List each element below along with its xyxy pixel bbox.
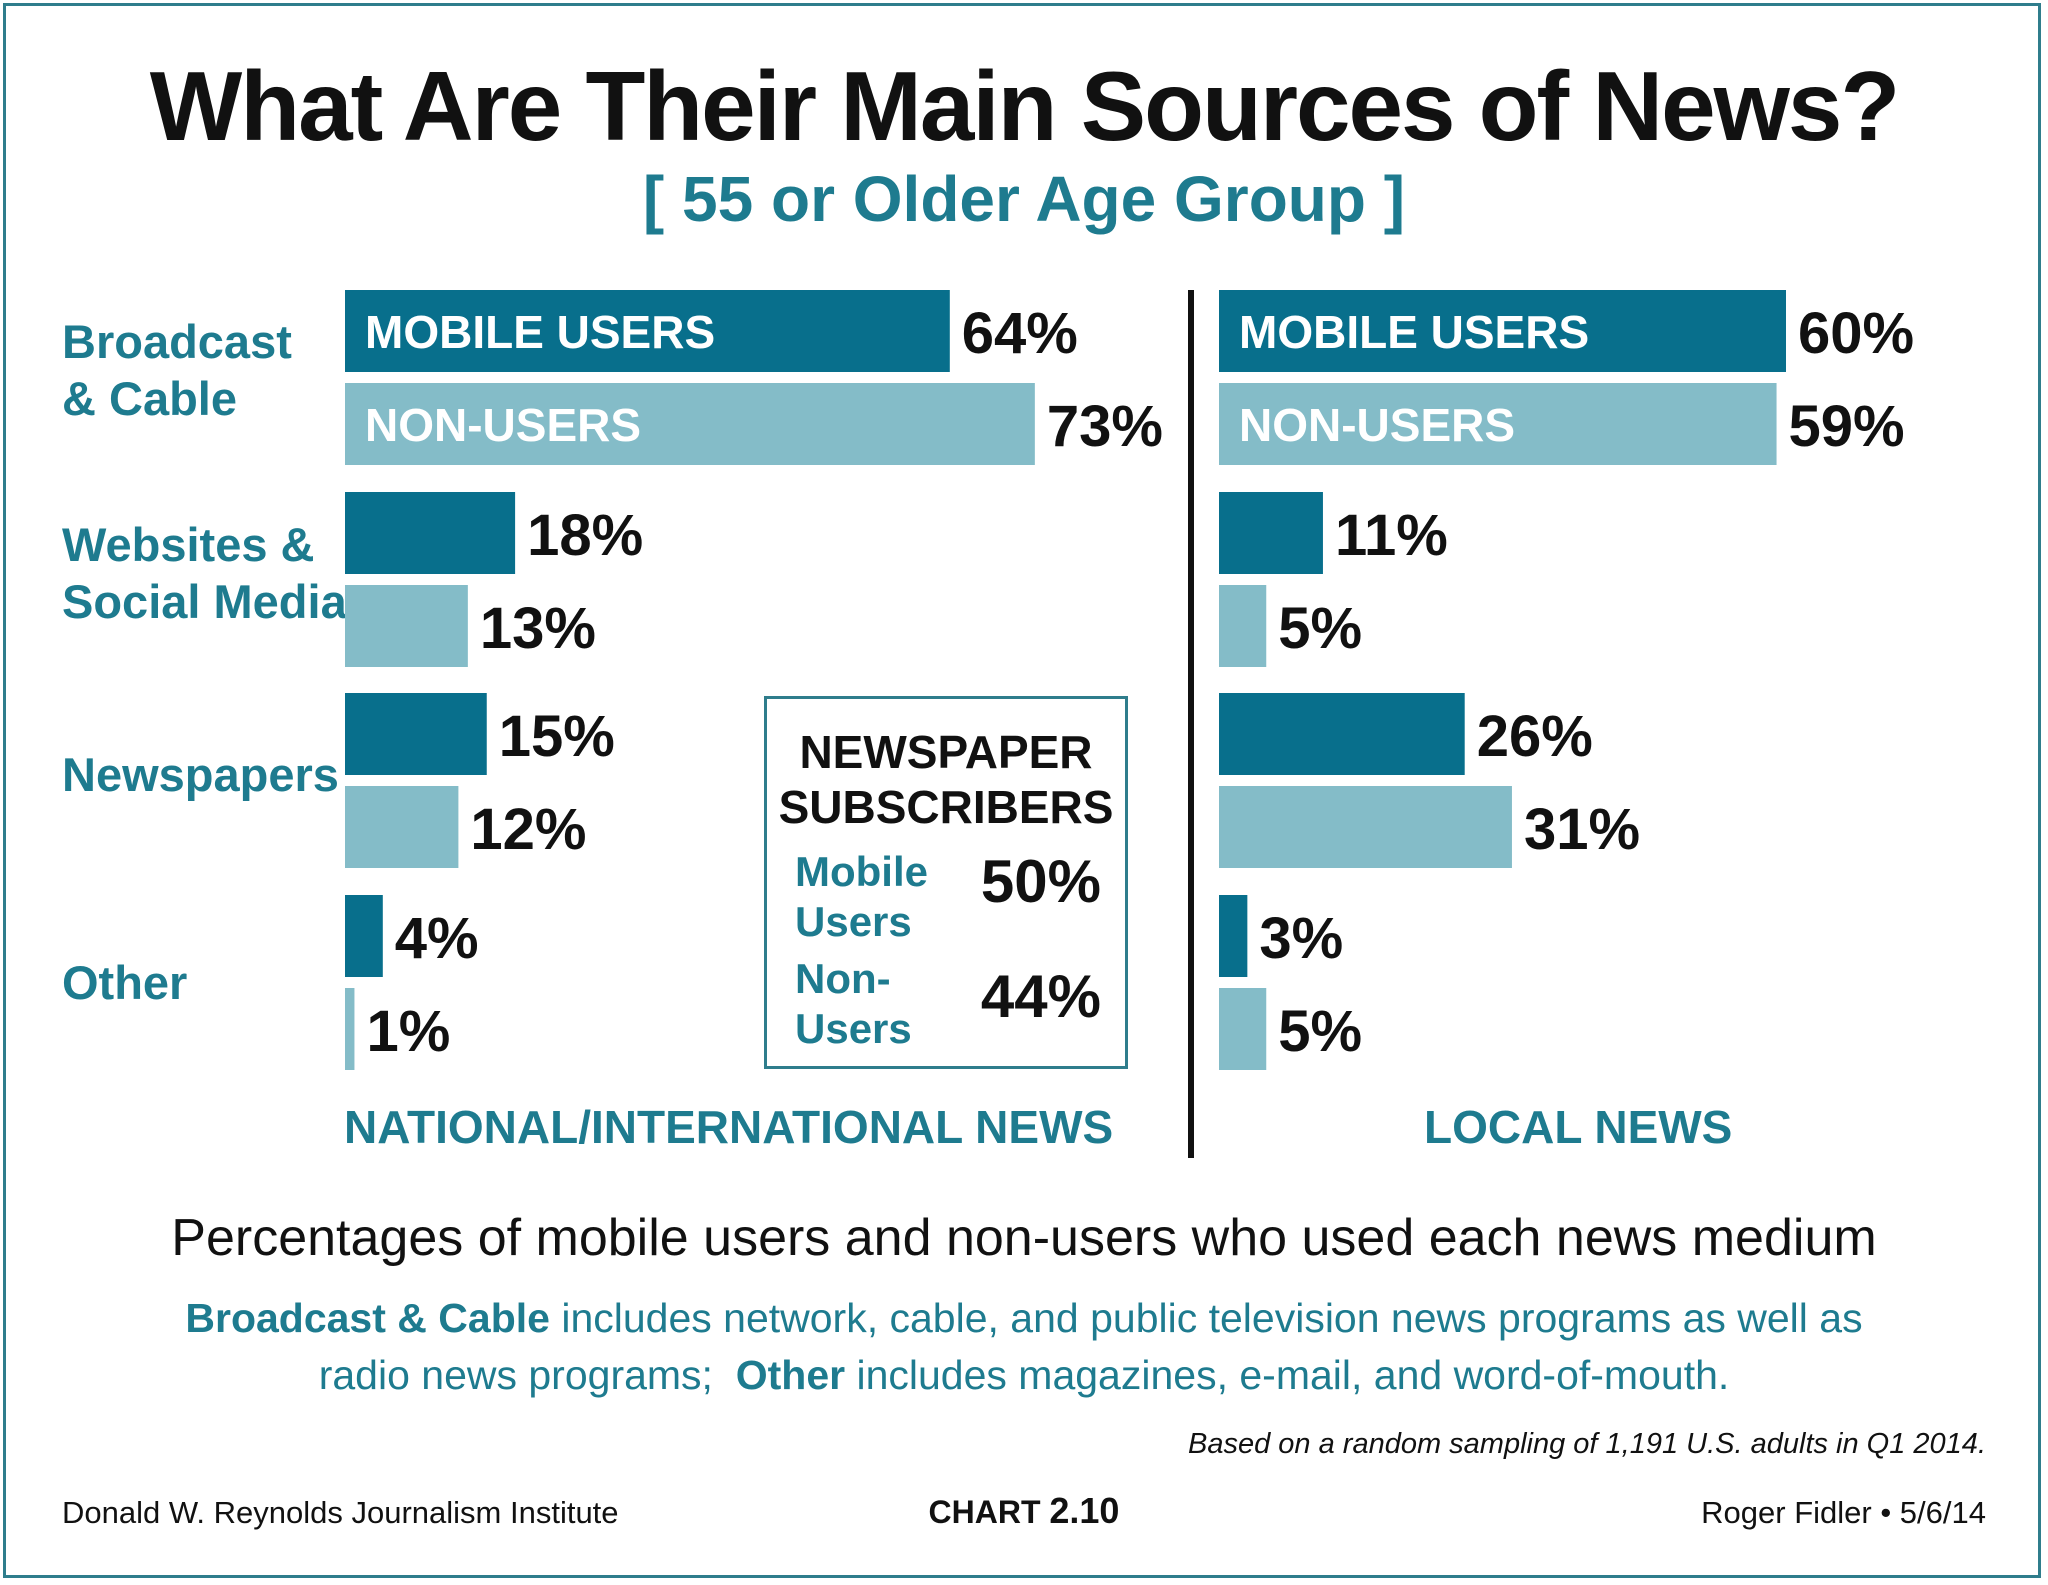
bar-local-newspapers-mobile [1219, 693, 1465, 775]
bar-national-websites-mobile [345, 492, 516, 574]
value-label-national-newspapers-nonusers: 12% [470, 797, 586, 862]
value-label-national-broadcast-nonusers: 73% [1047, 394, 1163, 459]
value-label-local-newspapers-nonusers: 31% [1524, 797, 1640, 862]
value-label-national-other-mobile: 4% [395, 906, 479, 971]
panel-label-national: NATIONAL/INTERNATIONAL NEWS [344, 1101, 1114, 1153]
box-nonusers-value: 44% [980, 963, 1101, 1030]
note-term-other: Other [735, 1352, 846, 1399]
value-label-national-broadcast-mobile: 64% [962, 301, 1078, 366]
value-label-local-broadcast-mobile: 60% [1798, 301, 1914, 366]
definitions-note: Broadcast & Cable includes network, cabl… [185, 1295, 1863, 1399]
newspaper-subscribers-box: NEWSPAPER SUBSCRIBERS Mobile Users 50% N… [764, 696, 1128, 1069]
value-label-local-other-mobile: 3% [1259, 906, 1343, 971]
bar-national-newspapers-nonusers [345, 786, 459, 868]
series-label-mobile-national: MOBILE USERS [365, 306, 715, 358]
bar-national-websites-nonusers [345, 585, 468, 667]
bar-national-newspapers-mobile [345, 693, 487, 775]
value-label-local-websites-nonusers: 5% [1278, 596, 1362, 661]
bar-national-other-nonusers [345, 988, 355, 1070]
bar-local-websites-nonusers [1219, 585, 1267, 667]
footer-author-date: Roger Fidler • 5/6/14 [1701, 1495, 1986, 1530]
bar-local-websites-mobile [1219, 492, 1323, 574]
value-label-local-other-nonusers: 5% [1278, 999, 1362, 1064]
bar-national-broadcast-mobile [345, 290, 950, 372]
panel-label-local: LOCAL NEWS [1424, 1101, 1733, 1153]
panel-divider [1188, 290, 1194, 1158]
source-note: Based on a random sampling of 1,191 U.S.… [1188, 1428, 1986, 1460]
bar-local-broadcast-nonusers [1219, 383, 1777, 465]
value-label-local-newspapers-mobile: 26% [1477, 704, 1593, 769]
bar-local-other-mobile [1219, 895, 1248, 977]
chart-title: What Are Their Main Sources of News? [149, 51, 1901, 161]
chart-subtitle: [ 55 or Older Age Group ] [642, 163, 1406, 235]
note-term-broadcast: Broadcast & Cable [185, 1295, 550, 1341]
value-label-national-newspapers-mobile: 15% [499, 704, 615, 769]
chart-caption: Percentages of mobile users and non-user… [171, 1209, 1877, 1267]
value-label-national-websites-nonusers: 13% [480, 596, 596, 661]
category-label-newspapers: Newspapers [62, 748, 339, 801]
box-mobile-label: Mobile Users [795, 848, 928, 945]
bar-local-broadcast-mobile [1219, 290, 1786, 372]
series-label-mobile-local: MOBILE USERS [1239, 306, 1589, 358]
value-label-local-broadcast-nonusers: 59% [1789, 394, 1905, 459]
bar-local-newspapers-nonusers [1219, 786, 1512, 868]
footer-chart-number: CHART 2.10 [928, 1490, 1120, 1531]
category-label-websites: Websites & Social Media [62, 518, 347, 629]
chart-frame [3, 3, 2041, 1578]
value-label-local-websites-mobile: 11% [1335, 503, 1448, 568]
series-label-nonusers-national: NON-USERS [365, 399, 641, 451]
bar-local-other-nonusers [1219, 988, 1267, 1070]
value-label-national-websites-mobile: 18% [527, 503, 643, 568]
series-label-nonusers-local: NON-USERS [1239, 399, 1515, 451]
bar-national-other-mobile [345, 895, 383, 977]
box-mobile-value: 50% [980, 848, 1101, 915]
category-label-other: Other [62, 956, 188, 1009]
value-label-national-other-nonusers: 1% [366, 999, 450, 1064]
box-title: NEWSPAPER SUBSCRIBERS [778, 726, 1114, 834]
footer-institute: Donald W. Reynolds Journalism Institute [62, 1495, 619, 1530]
box-nonusers-label: Non- Users [795, 955, 912, 1052]
bar-national-broadcast-nonusers [345, 383, 1035, 465]
category-label-broadcast: Broadcast & Cable [62, 315, 292, 426]
